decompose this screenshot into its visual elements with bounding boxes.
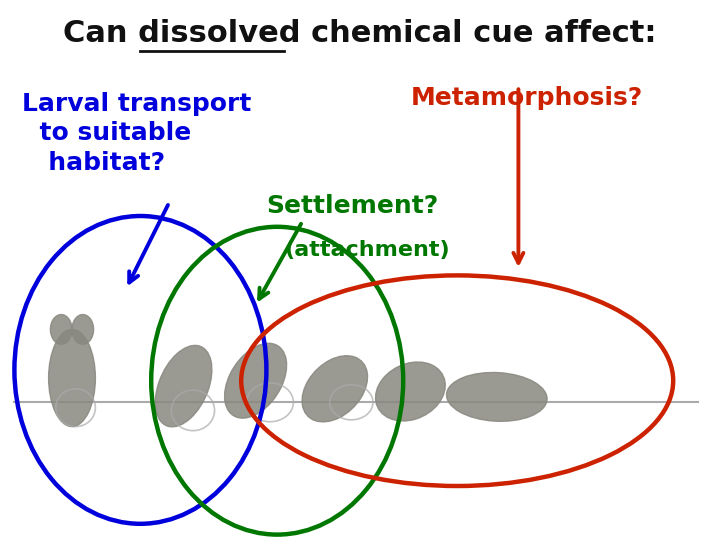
- Text: Settlement?: Settlement?: [266, 194, 438, 218]
- Ellipse shape: [50, 314, 72, 345]
- Text: Larval transport
  to suitable
   habitat?: Larval transport to suitable habitat?: [22, 92, 251, 175]
- Ellipse shape: [225, 343, 287, 418]
- Ellipse shape: [376, 362, 445, 421]
- Text: Metamorphosis?: Metamorphosis?: [410, 86, 643, 110]
- Ellipse shape: [446, 373, 547, 421]
- Ellipse shape: [156, 346, 212, 427]
- Text: (attachment): (attachment): [284, 240, 450, 260]
- Text: Can dissolved chemical cue affect:: Can dissolved chemical cue affect:: [63, 19, 657, 48]
- Ellipse shape: [72, 314, 94, 345]
- Ellipse shape: [48, 329, 95, 427]
- Ellipse shape: [302, 356, 367, 422]
